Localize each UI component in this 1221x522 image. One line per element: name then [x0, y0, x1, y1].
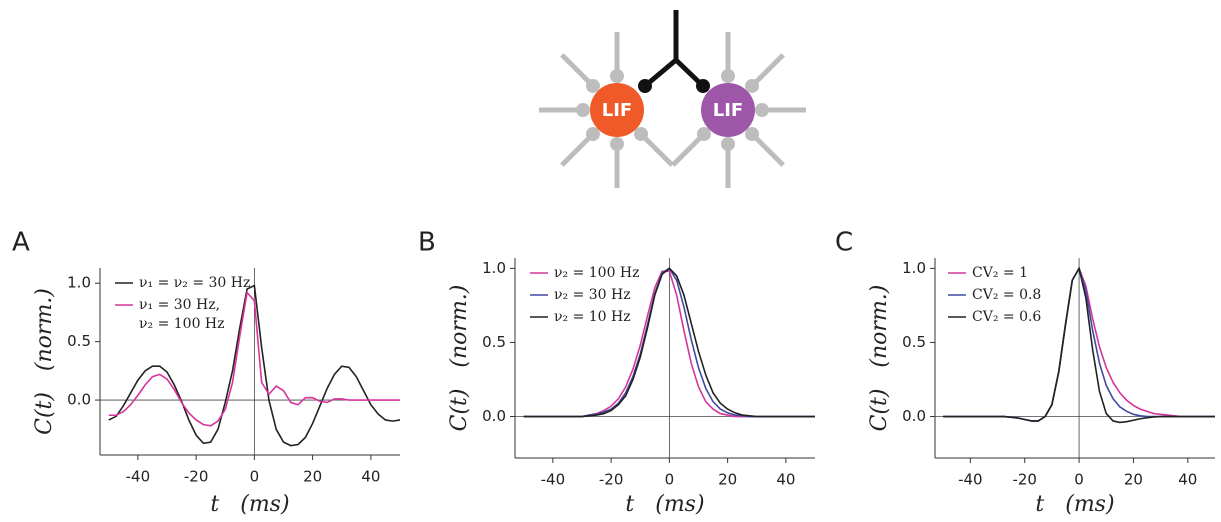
y-tick-label: 1.0 — [482, 259, 506, 277]
x-axis-label: t (ms) — [210, 492, 289, 517]
input-synapse — [634, 127, 649, 142]
input-spoke — [671, 133, 705, 167]
x-tick-label: 20 — [1124, 471, 1143, 489]
x-axis-label: t (ms) — [1035, 492, 1114, 517]
y-tick-label: 1.0 — [902, 259, 926, 277]
input-spoke — [640, 133, 674, 167]
x-tick-label: 0 — [1074, 471, 1084, 489]
neuron-diagram: LIF LIF — [539, 10, 806, 188]
input-synapse — [610, 137, 624, 151]
y-tick-label: 0.0 — [67, 391, 91, 409]
y-tick-label: 0.5 — [482, 333, 506, 351]
input-spoke — [560, 53, 594, 87]
x-tick-label: 20 — [718, 471, 737, 489]
input-synapse — [721, 137, 735, 151]
input-spoke — [751, 53, 785, 87]
input-synapse — [755, 103, 769, 117]
axon — [643, 10, 705, 88]
input-synapse — [585, 78, 600, 93]
panel-label: A — [12, 228, 30, 258]
x-tick-label: -20 — [599, 471, 624, 489]
x-tick-label: -40 — [958, 471, 983, 489]
legend-label: ν₂ = 100 Hz — [554, 265, 640, 281]
input-synapse — [721, 69, 735, 83]
neuron-label: LIF — [713, 100, 743, 121]
neuron — [701, 83, 755, 137]
y-axis-label: C(t) (norm.) — [32, 288, 57, 435]
input-synapse — [745, 78, 760, 93]
y-tick-label: 0.5 — [902, 333, 926, 351]
legend-label: ν₂ = 10 Hz — [554, 309, 631, 325]
y-axis-label: C(t) (norm.) — [447, 285, 472, 432]
y-tick-label: 0.0 — [482, 407, 506, 425]
input-synapse — [610, 69, 624, 83]
x-tick-label: -20 — [1012, 471, 1037, 489]
x-axis-label: t (ms) — [625, 492, 704, 517]
input-synapse — [696, 127, 711, 142]
x-tick-label: 20 — [303, 468, 322, 486]
neuron-label: LIF — [602, 100, 632, 121]
series-line — [943, 266, 1215, 424]
legend-label: CV₂ = 0.8 — [972, 287, 1041, 303]
x-tick-label: 40 — [1178, 471, 1197, 489]
neuron — [590, 83, 644, 137]
x-tick-label: 40 — [361, 468, 380, 486]
x-tick-label: 0 — [250, 468, 260, 486]
synapse — [696, 79, 710, 93]
y-tick-label: 0.0 — [902, 407, 926, 425]
series-line — [108, 290, 400, 427]
panel-label: B — [418, 228, 436, 258]
legend-label: CV₂ = 0.6 — [972, 309, 1041, 325]
x-tick-label: 40 — [776, 471, 795, 489]
x-tick-label: -20 — [184, 468, 209, 486]
y-tick-label: 0.5 — [67, 332, 91, 350]
x-tick-label: -40 — [126, 468, 151, 486]
series-line — [108, 284, 401, 447]
input-synapse — [585, 127, 600, 142]
x-tick-label: -40 — [541, 471, 566, 489]
x-tick-label: 0 — [665, 471, 675, 489]
y-axis-label: C(t) (norm.) — [867, 285, 892, 432]
legend-label: ν₂ = 30 Hz — [554, 287, 631, 303]
series-line — [523, 267, 815, 418]
input-synapse — [745, 127, 760, 142]
legend-label: ν₁ = ν₂ = 30 Hz — [139, 275, 250, 291]
synapse — [638, 79, 652, 93]
input-spoke — [751, 133, 785, 167]
legend-label: CV₂ = 1 — [972, 265, 1028, 281]
legend-label: ν₁ = 30 Hz, ν₂ = 100 Hz — [139, 297, 225, 332]
y-tick-label: 1.0 — [67, 274, 91, 292]
panel-label: C — [835, 228, 853, 258]
input-spoke — [560, 133, 594, 167]
input-synapse — [576, 103, 590, 117]
